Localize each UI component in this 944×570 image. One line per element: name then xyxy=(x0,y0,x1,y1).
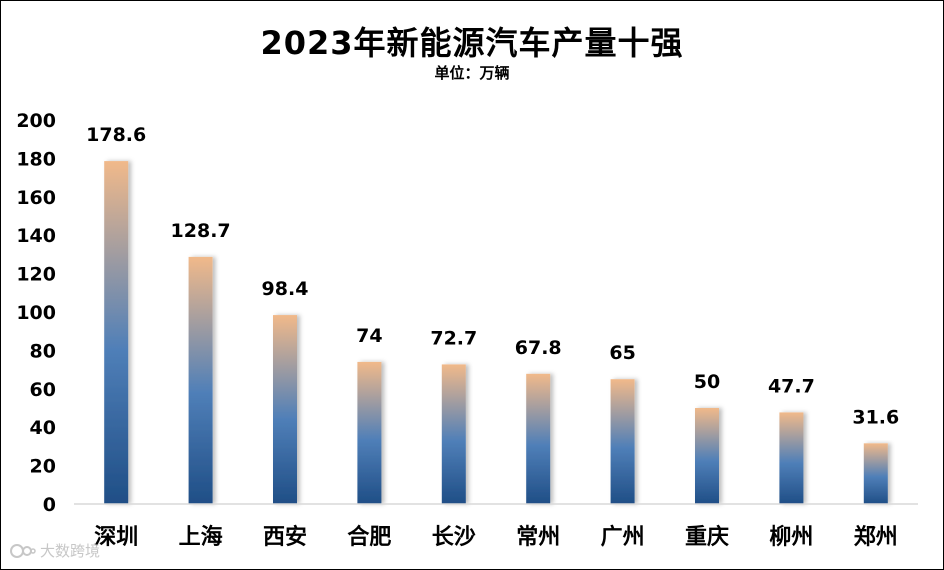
data-label: 98.4 xyxy=(262,278,309,300)
bar xyxy=(779,412,804,504)
y-tick-label: 180 xyxy=(16,148,56,170)
data-label: 178.6 xyxy=(86,124,146,146)
x-tick-label: 广州 xyxy=(601,524,645,550)
data-label: 74 xyxy=(356,325,382,347)
y-tick-label: 140 xyxy=(16,225,56,247)
x-tick-label: 郑州 xyxy=(854,525,898,550)
watermark: 大数跨境 xyxy=(10,540,100,561)
data-label: 47.7 xyxy=(768,375,815,397)
x-tick-label: 上海 xyxy=(179,524,223,550)
bar xyxy=(863,443,888,504)
y-tick-label: 160 xyxy=(16,187,56,209)
x-tick-label: 长沙 xyxy=(432,525,476,550)
x-tick-label: 深圳 xyxy=(94,525,138,550)
bar xyxy=(188,256,213,504)
y-tick-label: 40 xyxy=(30,417,56,439)
data-label: 128.7 xyxy=(171,220,231,242)
bar xyxy=(273,315,297,504)
y-tick-label: 120 xyxy=(16,264,56,286)
data-label: 31.6 xyxy=(852,406,899,428)
bar xyxy=(441,364,466,504)
x-tick-label: 合肥 xyxy=(347,524,391,550)
data-label: 65 xyxy=(609,342,635,364)
data-label: 67.8 xyxy=(515,337,562,359)
y-tick-label: 60 xyxy=(30,379,56,401)
y-tick-label: 80 xyxy=(30,340,56,362)
data-label: 72.7 xyxy=(430,327,477,349)
y-tick-label: 20 xyxy=(30,456,56,478)
x-tick-label: 重庆 xyxy=(685,524,729,550)
chart-title: 2023年新能源汽车产量十强 xyxy=(260,24,684,62)
data-label: 50 xyxy=(694,371,720,393)
x-axis: 深圳 上海 西安 合肥 长沙 常州 广州 重庆 柳州 郑州 xyxy=(74,503,918,550)
y-tick-label: 0 xyxy=(43,494,56,516)
value-labels: 178.6 128.7 98.4 74 72.7 67.8 65 50 47.7 31.6 xyxy=(86,124,899,428)
x-tick-label: 西安 xyxy=(263,524,307,550)
bar xyxy=(104,161,129,504)
x-tick-label: 柳州 xyxy=(769,524,813,550)
y-tick-label: 100 xyxy=(16,302,56,324)
y-axis: 0 20 40 60 80 100 120 140 160 180 200 xyxy=(16,110,56,516)
bar xyxy=(610,379,635,504)
y-tick-label: 200 xyxy=(16,110,56,132)
bars xyxy=(104,161,888,504)
x-tick-label: 常州 xyxy=(516,524,560,550)
bar xyxy=(526,373,551,504)
bar xyxy=(695,408,719,504)
bar xyxy=(357,361,382,504)
logo-icon xyxy=(10,543,36,558)
chart-subtitle: 单位：万辆 xyxy=(434,64,510,82)
watermark-text: 大数跨境 xyxy=(40,542,101,560)
